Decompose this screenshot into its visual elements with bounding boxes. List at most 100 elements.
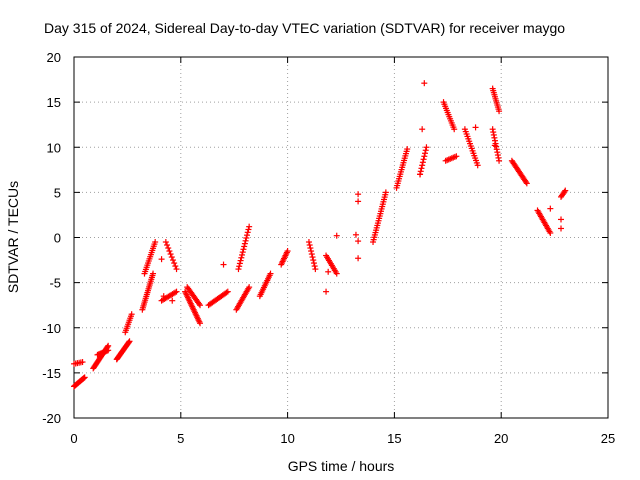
data-point <box>451 126 458 133</box>
data-point <box>422 150 429 157</box>
data-point <box>169 257 176 264</box>
data-point <box>245 226 252 233</box>
data-point <box>305 239 312 246</box>
data-point <box>355 191 362 198</box>
data-point <box>125 339 132 346</box>
grid <box>74 57 608 418</box>
chart-title: Day 315 of 2024, Sidereal Day-to-day VTE… <box>44 20 565 36</box>
y-tick-label: -15 <box>42 366 61 381</box>
x-tick-label: 15 <box>387 431 401 446</box>
data-point <box>423 144 430 151</box>
data-point <box>165 245 172 252</box>
data-point <box>325 268 332 275</box>
data-point <box>128 311 135 318</box>
data-point <box>422 147 429 154</box>
data-point <box>474 162 481 169</box>
data-point <box>308 248 315 255</box>
data-point <box>312 266 319 273</box>
data-point <box>333 270 340 277</box>
data-point <box>382 189 389 196</box>
data-point <box>240 246 247 253</box>
data-point <box>558 225 565 232</box>
data-point <box>421 153 428 160</box>
data-point <box>246 284 253 291</box>
x-tick-label: 25 <box>601 431 615 446</box>
data-point <box>162 239 169 246</box>
data-point <box>307 245 314 252</box>
data-point <box>126 338 133 345</box>
data-point <box>238 254 245 261</box>
x-axis-label: GPS time / hours <box>288 458 395 474</box>
data-point <box>241 240 248 247</box>
data-point <box>562 187 569 194</box>
y-tick-label: 15 <box>47 95 61 110</box>
data-point <box>419 126 426 133</box>
data-point <box>421 80 428 87</box>
axis-ticks: 0 5 10 15 20 25 -20 -15 -10 -5 0 5 10 15 20 <box>42 50 615 446</box>
data-point <box>333 232 340 239</box>
data-point <box>491 142 498 149</box>
data-point <box>453 153 460 160</box>
x-tick-label: 5 <box>177 431 184 446</box>
data-point <box>323 288 330 295</box>
data-point <box>168 254 175 261</box>
data-point <box>239 251 246 258</box>
data-point <box>244 229 251 236</box>
data-point <box>309 254 316 261</box>
data-point <box>166 248 173 255</box>
data-point <box>306 242 313 249</box>
data-point <box>496 108 503 115</box>
data-point <box>241 243 248 250</box>
data-point <box>284 248 291 255</box>
data-point <box>404 146 411 153</box>
x-tick-label: 10 <box>280 431 294 446</box>
data-point <box>246 223 253 230</box>
data-point <box>79 359 86 366</box>
data-point <box>236 260 243 267</box>
data-point <box>160 293 167 300</box>
data-point <box>197 302 204 309</box>
data-point <box>311 263 318 270</box>
data-point <box>171 260 178 267</box>
x-tick-label: 0 <box>70 431 77 446</box>
data-point <box>310 257 317 264</box>
y-tick-label: 5 <box>54 185 61 200</box>
data-point <box>558 216 565 223</box>
data-point <box>420 156 427 163</box>
data-point <box>496 157 503 164</box>
data-point <box>417 168 424 175</box>
data-point <box>172 263 179 270</box>
data-point <box>244 232 251 239</box>
data-point <box>355 198 362 205</box>
data-point <box>173 288 180 295</box>
data-point <box>169 297 176 304</box>
data-point <box>419 159 426 166</box>
data-point <box>310 260 317 267</box>
data-point <box>242 237 249 244</box>
data-point <box>523 180 530 187</box>
data-point <box>418 165 425 172</box>
data-point <box>235 266 242 273</box>
data-point <box>236 263 243 270</box>
data-point <box>419 162 426 169</box>
data-point <box>158 256 165 263</box>
data-point <box>150 270 157 277</box>
y-axis-label: SDTVAR / TECUs <box>5 181 21 293</box>
data-point <box>81 374 88 381</box>
data-point <box>355 255 362 262</box>
data-point <box>243 234 250 241</box>
y-tick-label: -5 <box>49 276 61 291</box>
data-point <box>220 261 227 268</box>
y-tick-label: 10 <box>47 140 61 155</box>
data-point <box>308 251 315 258</box>
y-tick-label: -20 <box>42 411 61 426</box>
data-point <box>561 188 568 195</box>
data-point <box>196 300 203 307</box>
data-point <box>105 347 112 354</box>
data-point <box>267 270 274 277</box>
data-point <box>417 171 424 178</box>
data-point <box>164 242 171 249</box>
data-point <box>547 205 554 212</box>
data-point <box>167 251 174 258</box>
